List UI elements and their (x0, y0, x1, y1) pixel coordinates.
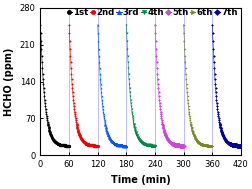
Y-axis label: HCHO (ppm): HCHO (ppm) (4, 47, 14, 116)
Legend: 1st, 2nd, 3rd, 4th, 5th, 6th, 7th: 1st, 2nd, 3rd, 4th, 5th, 6th, 7th (65, 8, 238, 18)
X-axis label: Time (min): Time (min) (110, 175, 170, 185)
